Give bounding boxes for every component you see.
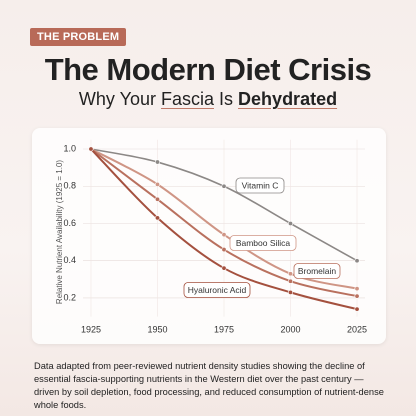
data-point bbox=[354, 293, 360, 299]
y-tick-label: 1.0 bbox=[63, 143, 76, 153]
data-point bbox=[221, 247, 227, 253]
subtitle: Why Your Fascia Is Dehydrated bbox=[0, 89, 416, 110]
data-point bbox=[221, 183, 227, 189]
badge: THE PROBLEM bbox=[30, 28, 127, 46]
series-label-box bbox=[183, 282, 251, 298]
y-tick-label: 0.4 bbox=[63, 255, 76, 265]
y-axis-label: Relative Nutrient Availability (1925 = 1… bbox=[55, 160, 64, 304]
data-point bbox=[154, 159, 160, 165]
x-tick-label: 2000 bbox=[280, 324, 300, 334]
y-tick-label: 0.6 bbox=[63, 218, 76, 228]
series-label-box bbox=[229, 235, 297, 251]
series-label: Hyaluronic Acid bbox=[188, 285, 247, 295]
series-label-box bbox=[235, 177, 285, 194]
y-tick-label: 0.2 bbox=[63, 292, 76, 302]
series-label: Bamboo Silica bbox=[236, 238, 291, 248]
data-point bbox=[154, 181, 160, 187]
data-point bbox=[88, 146, 94, 152]
series-label: Bromelain bbox=[298, 266, 337, 276]
x-tick-label: 1925 bbox=[81, 324, 101, 334]
series-label: Vitamin C bbox=[242, 180, 279, 190]
footnote: Data adapted from peer-reviewed nutrient… bbox=[34, 361, 384, 410]
y-tick-label: 0.8 bbox=[63, 181, 76, 191]
data-point bbox=[354, 258, 360, 264]
data-point bbox=[288, 289, 294, 295]
subtitle-part: Fascia bbox=[160, 89, 214, 109]
subtitle-part: Dehydrated bbox=[238, 89, 338, 109]
data-point bbox=[154, 196, 160, 202]
data-point bbox=[221, 232, 227, 238]
data-point bbox=[154, 215, 160, 221]
title: The Modern Diet Crisis bbox=[44, 52, 372, 87]
data-point bbox=[288, 220, 294, 226]
subtitle-part: Is bbox=[219, 89, 234, 109]
series-label-box bbox=[293, 263, 341, 279]
data-point bbox=[288, 271, 294, 277]
x-tick-label: 1975 bbox=[214, 324, 234, 334]
data-point bbox=[221, 265, 227, 271]
x-tick-label: 2025 bbox=[347, 324, 367, 334]
chart: Relative Nutrient Availability (1925 = 1… bbox=[55, 139, 367, 334]
x-tick-label: 1950 bbox=[147, 324, 167, 334]
data-point bbox=[354, 306, 360, 312]
subtitle-part: Why Your bbox=[78, 89, 156, 109]
data-point bbox=[354, 286, 360, 292]
data-point bbox=[288, 278, 294, 284]
